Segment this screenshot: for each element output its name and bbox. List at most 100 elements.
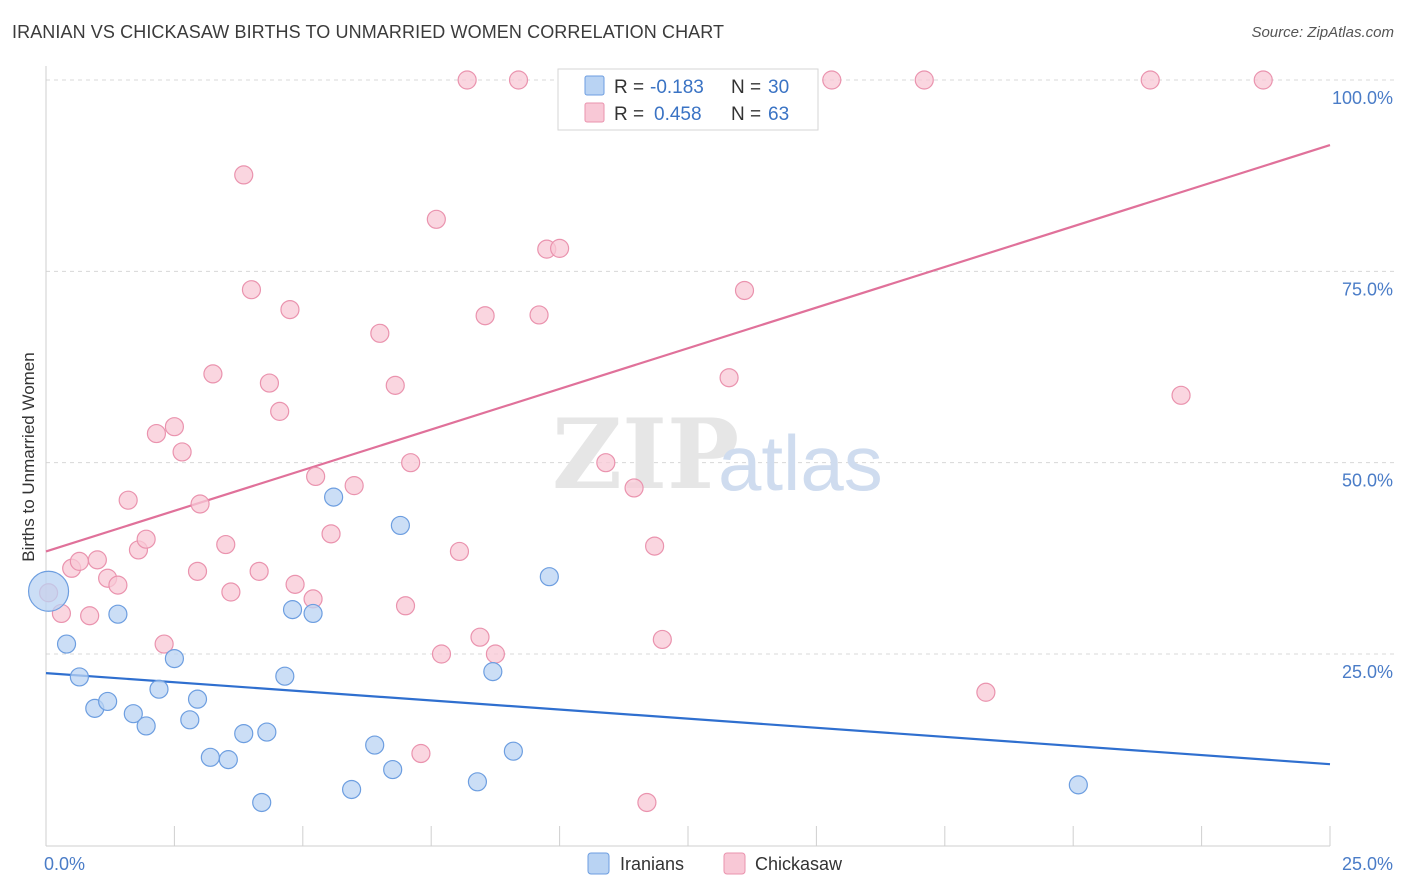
point-chickasaw-19 — [221, 582, 241, 602]
point-chickasaw-30 — [344, 476, 364, 496]
point-iranians-0 — [27, 570, 70, 612]
point-chickasaw-16 — [190, 494, 210, 514]
point-chickasaw-54 — [734, 280, 755, 301]
data-points — [27, 70, 1273, 813]
point-chickasaw-12 — [154, 634, 174, 654]
bottom-legend-swatch-iranians — [587, 852, 610, 875]
point-iranians-17 — [275, 666, 295, 686]
trend-line-iranians — [45, 672, 1331, 766]
point-chickasaw-35 — [411, 743, 431, 764]
point-chickasaw-31 — [370, 323, 390, 343]
point-chickasaw-23 — [259, 373, 280, 393]
point-iranians-27 — [503, 741, 523, 761]
point-chickasaw-47 — [596, 453, 616, 473]
legend-r-value-iranians: -0.183 — [650, 77, 704, 98]
legend-r-value-chickasaw: 0.458 — [654, 104, 702, 125]
point-iranians-1 — [56, 634, 77, 654]
point-chickasaw-22 — [249, 561, 269, 581]
legend-r-label-chickasaw: R = — [614, 104, 644, 125]
point-chickasaw-26 — [285, 574, 305, 594]
point-iranians-12 — [200, 747, 220, 767]
point-iranians-24 — [390, 515, 410, 536]
x-tick-label-0: 0.0% — [44, 854, 85, 874]
point-iranians-8 — [149, 679, 169, 699]
bottom-legend: Iranians Chickasaw — [587, 852, 843, 875]
y-axis-label: Births to Unmarried Women — [19, 352, 38, 561]
point-chickasaw-18 — [216, 534, 236, 555]
legend-swatch-chickasaw — [584, 102, 605, 123]
point-chickasaw-20 — [234, 165, 254, 185]
point-iranians-29 — [1068, 775, 1088, 795]
bottom-legend-label-chickasaw: Chickasaw — [755, 854, 843, 874]
y-tick-label-3: 100.0% — [1332, 88, 1393, 108]
point-chickasaw-13 — [164, 417, 184, 437]
source-credit: Source: ZipAtlas.com — [1251, 24, 1394, 41]
point-iranians-18 — [282, 600, 303, 620]
legend-n-label-iranians: N = — [731, 77, 761, 98]
bottom-legend-swatch-chickasaw — [723, 852, 746, 875]
point-iranians-10 — [180, 710, 200, 730]
point-chickasaw-58 — [914, 70, 934, 90]
point-chickasaw-7 — [108, 575, 128, 595]
y-tick-label-1: 50.0% — [1342, 471, 1393, 491]
point-chickasaw-3 — [69, 551, 89, 571]
point-chickasaw-42 — [485, 644, 505, 664]
point-chickasaw-50 — [637, 792, 657, 813]
point-iranians-7 — [136, 716, 156, 736]
point-iranians-20 — [324, 487, 344, 507]
watermark-atlas: atlas — [718, 419, 883, 507]
trend-lines — [45, 144, 1331, 766]
y-tick-label-2: 75.0% — [1342, 279, 1393, 299]
x-tick-labels: 0.0% 25.0% — [44, 854, 1393, 874]
point-chickasaw-21 — [241, 280, 262, 300]
point-chickasaw-36 — [426, 209, 446, 229]
point-chickasaw-32 — [385, 375, 405, 395]
point-iranians-23 — [383, 759, 403, 780]
point-chickasaw-11 — [146, 423, 167, 444]
watermark: ZIP atlas — [552, 398, 883, 511]
point-iranians-5 — [108, 604, 128, 624]
point-iranians-11 — [187, 689, 208, 709]
point-chickasaw-60 — [1140, 70, 1160, 90]
point-iranians-26 — [483, 662, 503, 682]
point-chickasaw-46 — [549, 238, 570, 258]
point-chickasaw-44 — [529, 305, 549, 325]
point-chickasaw-39 — [457, 70, 477, 90]
legend-n-value-chickasaw: 63 — [768, 104, 789, 125]
point-chickasaw-25 — [280, 300, 300, 320]
point-iranians-25 — [467, 772, 488, 792]
axes — [45, 66, 1331, 847]
point-chickasaw-8 — [118, 490, 138, 510]
point-chickasaw-4 — [80, 606, 100, 626]
point-chickasaw-38 — [449, 541, 470, 562]
point-chickasaw-5 — [87, 550, 107, 570]
point-chickasaw-24 — [270, 401, 290, 421]
point-iranians-9 — [164, 648, 184, 669]
trend-line-chickasaw — [45, 144, 1331, 553]
point-chickasaw-53 — [719, 368, 739, 388]
point-iranians-2 — [69, 667, 89, 687]
point-chickasaw-62 — [1253, 70, 1273, 90]
point-chickasaw-49 — [624, 478, 644, 498]
y-tick-labels: 25.0% 50.0% 75.0% 100.0% — [1332, 88, 1393, 682]
point-iranians-19 — [303, 603, 323, 624]
point-iranians-28 — [539, 567, 559, 587]
point-iranians-13 — [218, 750, 238, 770]
point-chickasaw-57 — [822, 70, 842, 90]
point-iranians-4 — [98, 691, 118, 712]
point-chickasaw-37 — [431, 644, 452, 664]
point-chickasaw-51 — [645, 536, 665, 556]
point-chickasaw-17 — [203, 364, 223, 384]
point-chickasaw-43 — [508, 70, 529, 90]
point-chickasaw-28 — [306, 466, 326, 487]
watermark-zip: ZIP — [552, 398, 739, 511]
legend: R = -0.183 N = 30 R = 0.458 N = 63 — [557, 68, 819, 131]
point-iranians-15 — [252, 792, 272, 813]
point-chickasaw-61 — [1171, 385, 1191, 405]
point-chickasaw-59 — [976, 682, 996, 702]
point-chickasaw-29 — [321, 524, 341, 544]
gridlines — [46, 79, 1394, 655]
point-chickasaw-15 — [187, 561, 208, 581]
bottom-legend-label-iranians: Iranians — [620, 854, 684, 874]
